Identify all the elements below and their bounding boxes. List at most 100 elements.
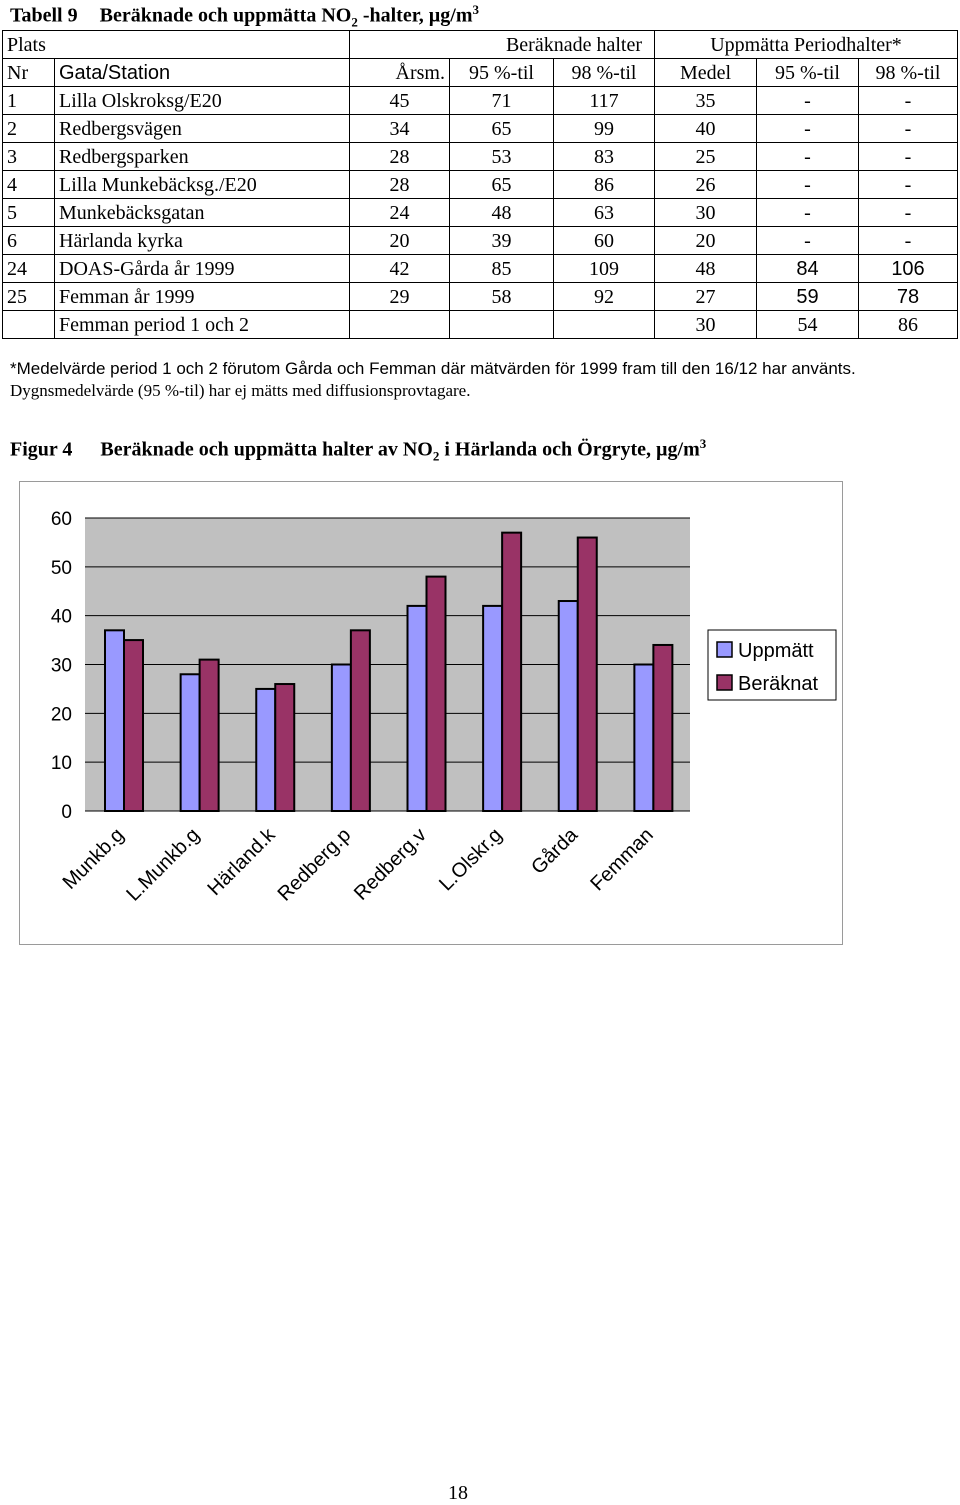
table-cell: Redbergsparken	[54, 142, 350, 171]
table-cell: Härlanda kyrka	[54, 226, 350, 255]
bar-beräknat	[123, 639, 144, 812]
table-cell: 25	[2, 282, 55, 311]
figure-title-sup: 3	[699, 436, 707, 451]
table-cell: 4	[2, 170, 55, 199]
chart-frame: 0 10 20 30 40 50 60 Munkb.g L.Munkb.g Härland.k Re…	[19, 481, 843, 945]
table-row: 2 Redbergsvägen 34 65 99 40- -	[2, 114, 958, 143]
y-tick-label: 30	[51, 656, 72, 677]
table-cell: 20	[654, 226, 757, 255]
table-cell: 6	[2, 226, 55, 255]
x-tick-label: Munkb.g	[59, 824, 129, 894]
table-row: 5 Munkebäcksgatan 24 48 63 30- -	[2, 198, 958, 227]
header-uppmatta: Uppmätta Periodhalter*	[654, 30, 958, 59]
page-number: 18	[448, 1482, 468, 1504]
figure-title-sub: 2	[432, 448, 440, 464]
y-tick-label: 10	[51, 753, 72, 774]
table-cell: -	[858, 226, 958, 255]
bar-beräknat	[198, 658, 220, 812]
table-cell: 45	[349, 86, 450, 115]
table-row: 6 Härlanda kyrka 20 39 60 20- -	[2, 226, 958, 255]
table-cell: 71	[449, 86, 554, 115]
table-cell: 39	[449, 226, 554, 255]
table-cell: 86	[858, 310, 958, 339]
table-cell: 85	[449, 254, 554, 283]
header-cell: Årsm.	[349, 58, 450, 87]
table-header-row-1: Plats Beräknade halter Uppmätta Periodha…	[2, 30, 958, 59]
header-beraknade: Beräknade halter	[349, 30, 655, 59]
table-cell: Lilla Olskroksg/E20	[54, 86, 350, 115]
bar-beräknat	[274, 683, 296, 813]
figure-title-rest: i Härlanda och Örgryte, µg/m	[439, 438, 700, 461]
figure-title: Figur 4 Beräknade och uppmätta halter av …	[10, 436, 706, 465]
table-cell: Lilla Munkebäcksg./E20	[54, 170, 350, 199]
table-title-sup: 3	[472, 2, 480, 17]
table-cell: Femman år 1999	[54, 282, 350, 311]
table-cell: -	[756, 114, 859, 143]
x-tick-label: L.Munkb.g	[122, 824, 204, 906]
figure-label: Figur 4	[10, 438, 73, 461]
table-cell	[553, 310, 655, 339]
table-title: Tabell 9 Beräknade och uppmätta NO2 -halt…	[10, 2, 479, 31]
table-cell: 117	[553, 86, 655, 115]
table-cell: -	[756, 170, 859, 199]
table-cell: -	[756, 86, 859, 115]
header-plats: Plats	[2, 30, 350, 59]
table-cell: 2	[2, 114, 55, 143]
footnote-serif-text: Dygnsmedelvärde (95 %-til) har ej mätts …	[10, 381, 471, 400]
table-row: 24 DOAS-Gårda år 1999 42 85 109 48 84 106	[2, 254, 958, 283]
bar-beräknat	[349, 629, 371, 812]
footnote-sans-text: *Medelvärde period 1 och 2 förutom Gårda…	[10, 359, 856, 378]
legend-swatch	[716, 641, 733, 658]
x-tick-label: Härland.k	[204, 823, 281, 900]
table-cell: 35	[654, 86, 757, 115]
table-cell: 65	[449, 170, 554, 199]
table-row: 25 Femman år 1999 29 58 92 27 59 78	[2, 282, 958, 311]
header-cell: Nr	[2, 58, 55, 87]
table-row: 4 Lilla Munkebäcksg./E20 28 65 86 26- -	[2, 170, 958, 199]
table-header-row-2: Nr Gata/Station Årsm. 95 %-til 98 %-til …	[2, 58, 958, 87]
table-cell: 83	[553, 142, 655, 171]
bar-uppmätt	[255, 687, 277, 813]
x-tick-label: Gårda	[527, 823, 582, 878]
header-cell: 98 %-til	[553, 58, 655, 87]
bar-beräknat	[425, 575, 447, 812]
table-cell	[449, 310, 554, 339]
table-cell: 86	[553, 170, 655, 199]
table-cell: 30	[654, 198, 757, 227]
y-tick-label: 50	[51, 558, 72, 579]
table-cell: 1	[2, 86, 55, 115]
table-cell: -	[756, 226, 859, 255]
table-cell: 42	[349, 254, 450, 283]
table-cell: DOAS-Gårda år 1999	[54, 254, 350, 283]
table-cell: -	[858, 142, 958, 171]
bar-beräknat	[501, 531, 523, 813]
table-title-rest: -halter, µg/m	[357, 4, 473, 27]
legend-swatch	[716, 674, 733, 691]
table-cell: -	[858, 198, 958, 227]
table-title-text: Beräknade och uppmätta NO	[99, 4, 352, 27]
table-cell: 92	[553, 282, 655, 311]
y-tick-label: 60	[51, 509, 72, 530]
table-cell: 24	[2, 254, 55, 283]
table-cell: 106	[858, 254, 958, 283]
table-cell: 28	[349, 170, 450, 199]
table-cell: 20	[349, 226, 450, 255]
header-cell: Medel	[654, 58, 757, 87]
bar-uppmätt	[633, 663, 655, 812]
bar-uppmätt	[104, 629, 125, 812]
table-cell: -	[858, 170, 958, 199]
table-cell: 60	[553, 226, 655, 255]
table-cell: Femman period 1 och 2	[54, 310, 350, 339]
table-cell: Redbergsvägen	[54, 114, 350, 143]
legend-label: Uppmätt	[738, 640, 814, 662]
table-cell: 78	[858, 282, 958, 311]
table-cell	[349, 310, 450, 339]
table-row: 3 Redbergsparken 28 53 83 25- -	[2, 142, 958, 171]
x-tick-label: Redberg.v	[350, 824, 431, 905]
table-cell: -	[756, 142, 859, 171]
bar-beräknat	[652, 643, 674, 812]
table-cell: 29	[349, 282, 450, 311]
table-title-sub: 2	[351, 14, 358, 30]
bar-uppmätt	[557, 600, 579, 813]
